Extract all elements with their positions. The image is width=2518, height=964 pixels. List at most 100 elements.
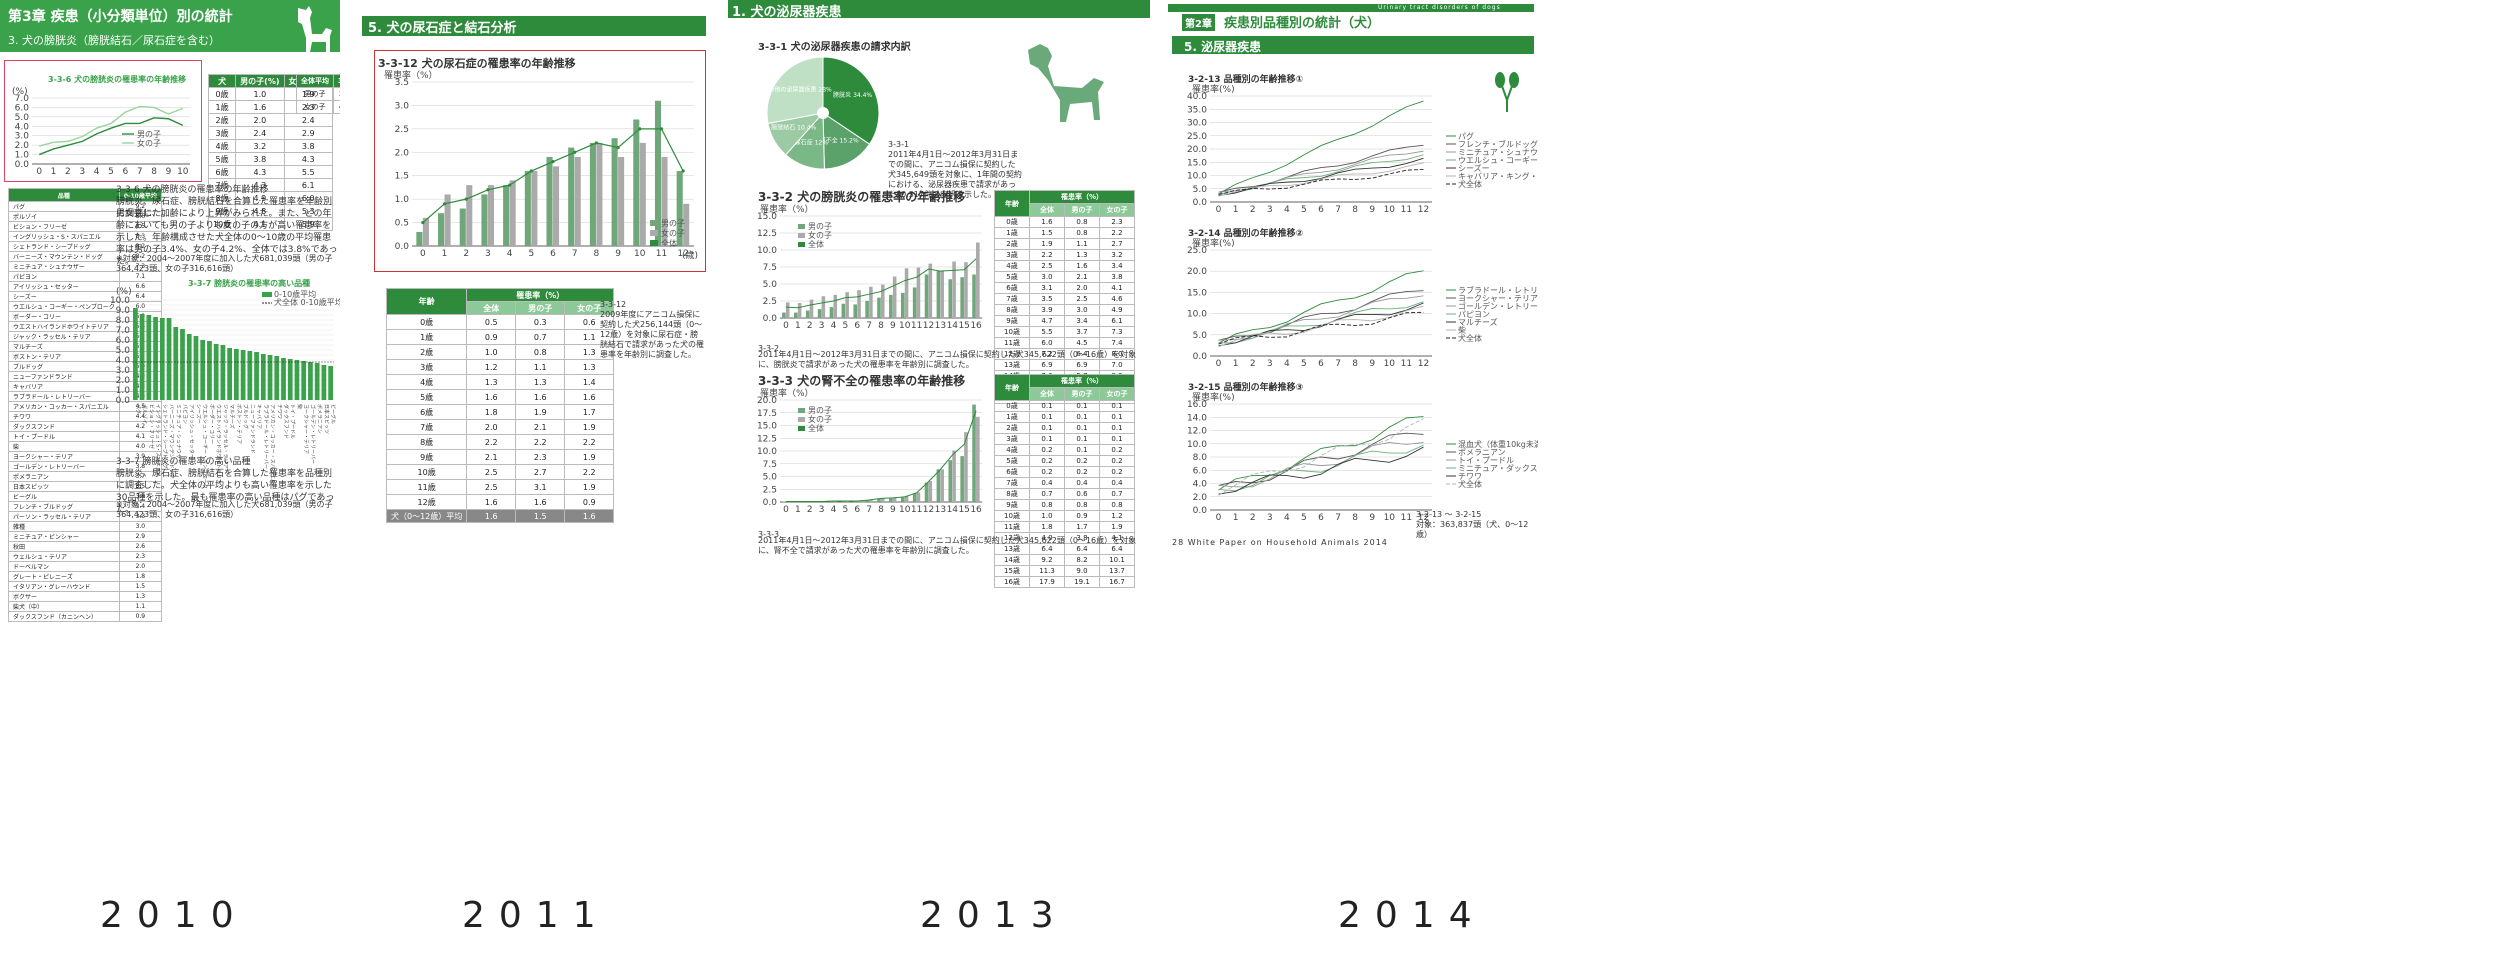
table-cell: 5歳 <box>385 389 468 405</box>
table-cell: 5.9 <box>283 217 333 231</box>
bar-male <box>817 309 822 318</box>
table-header: 0-10歳平均 <box>118 188 162 202</box>
x-tick-label: 0 <box>1216 205 1222 215</box>
legend-label: ミニチュア・ダックスフンド <box>1458 463 1538 473</box>
bar <box>287 359 293 400</box>
top-band <box>1168 4 1534 12</box>
table-header: 女の子 <box>564 301 615 315</box>
table-cell: 1.7 <box>564 404 615 420</box>
table-row: 6歳 0.2 0.2 0.2 <box>994 466 1135 478</box>
table-row: 7歳 2.0 2.1 1.9 <box>385 419 615 435</box>
bar-female <box>845 500 849 502</box>
table-cell: 2.0 <box>1064 282 1100 294</box>
table-cell: 1.3 <box>515 374 566 390</box>
x-tick-label: 9 <box>615 249 621 259</box>
table-row: 7歳 0.4 0.4 0.4 <box>994 477 1135 489</box>
table-cell: トイ・プードル <box>8 431 120 442</box>
table-cell: ビーグル <box>8 491 120 502</box>
x-tick-label: 11 <box>911 505 922 515</box>
x-tick-label: チワワ <box>276 404 282 419</box>
table-row: 2歳 1.0 0.8 1.3 <box>385 344 615 360</box>
table-cell: 14歳 <box>994 554 1030 566</box>
x-tick-label: 9 <box>1369 359 1375 369</box>
series-line <box>1218 162 1424 197</box>
bar-male <box>960 456 964 502</box>
fig3-title: 3-3-3 犬の腎不全の罹患率の年齢推移 <box>758 374 966 388</box>
y-tick-label: 2.5 <box>763 297 777 307</box>
y-unit-label: 罹患率(%) <box>1192 391 1235 403</box>
x-tick-label: 9 <box>890 505 896 515</box>
x-tick-label: アメリカン・コッカー・スパニエル <box>269 404 275 484</box>
legend-label: 女の子 <box>808 230 832 240</box>
bar <box>133 308 138 400</box>
section-header <box>728 0 1150 18</box>
bar-female <box>964 262 968 318</box>
legend-label: フレンチ・ブルドッグ <box>1458 139 1538 149</box>
bar-female <box>574 156 581 246</box>
bar <box>166 318 172 400</box>
x-unit-label: (歳) <box>682 249 698 261</box>
x-tick-label: 10 <box>899 505 911 515</box>
breakdown-pie-chart: 膀胱炎 34.4% 腎不全 15.2%尿石症 12% 膀胱結石 10.4% その他の泌… <box>762 56 880 170</box>
x-tick-label: 2 <box>1250 205 1256 215</box>
bar <box>153 317 158 400</box>
bar <box>186 334 192 400</box>
table-row: 3歳 2.4 2.9 <box>207 126 333 140</box>
x-tick-label: バーニーズ・マウンテン・ドッグ <box>168 404 175 479</box>
total-line <box>785 258 977 309</box>
bar-female <box>904 268 909 318</box>
table-cell: 16.7 <box>1099 576 1135 588</box>
y-unit-label: 罹患率（%） <box>760 387 814 399</box>
table-row: 8歳 2.2 2.2 2.2 <box>385 434 615 450</box>
table-cell: 1.4 <box>564 374 615 390</box>
table-header: 年齢 <box>994 374 1030 401</box>
bar-male <box>853 500 857 502</box>
table-cell: 3歳 <box>994 249 1030 261</box>
y-tick-label: 1.0 <box>15 151 30 161</box>
fig2-title: 3-3-7 膀胱炎の罹患率の高い品種 <box>188 279 311 288</box>
note-text: 対象：363,837頭（犬、0～12歳） <box>1416 520 1529 539</box>
table-cell: 0.4 <box>1064 477 1100 489</box>
table-cell: 0.1 <box>1064 444 1100 456</box>
table-cell: 0.4 <box>1029 477 1065 489</box>
bar-male <box>972 404 976 502</box>
y-tick-label: 15.0 <box>757 422 777 432</box>
table-cell: 1.6 <box>564 389 615 405</box>
x-tick-label: 8 <box>1352 205 1358 215</box>
series-line <box>1218 311 1424 345</box>
table-header: 年齢 <box>994 190 1030 217</box>
table-cell: 日本スピッツ <box>8 481 120 492</box>
y-tick-label: 10.0 <box>1187 172 1207 182</box>
table-row: 6歳 4.3 5.5 <box>207 165 333 179</box>
table-row: 男の子3.4% <box>296 87 340 101</box>
bar <box>207 341 212 400</box>
table-cell: 0.2 <box>1029 466 1065 478</box>
table-cell: 3.8 <box>235 152 285 166</box>
bar <box>254 352 259 400</box>
x-tick-label: 2 <box>807 505 813 515</box>
legend-label: マルチーズ <box>1458 317 1498 327</box>
legend-label: 犬全体 <box>1458 479 1482 489</box>
panel-2013: 1. 犬の泌尿器疾患 3-3-1 犬の泌尿器疾患の請求内訳 膀胱炎 34.4% 腎… <box>728 0 1152 900</box>
table-cell: 1.9 <box>1029 238 1065 250</box>
y-tick-label: 0.0 <box>116 396 131 406</box>
y-tick-label: 10.0 <box>757 447 777 457</box>
legend-label: ゴールデン・レトリーバー <box>1458 301 1538 311</box>
bar-female <box>904 495 909 502</box>
x-tick-label: 1 <box>1233 205 1239 215</box>
bar-female <box>487 185 494 246</box>
y-tick-label: 0.0 <box>763 314 778 324</box>
bar-female <box>661 156 668 246</box>
x-tick-label: 4 <box>1284 513 1290 523</box>
table-row: 4歳 1.3 1.3 1.4 <box>385 374 615 390</box>
x-tick-label: キャバリア <box>256 404 262 429</box>
table-cell: 1.9 <box>515 404 566 420</box>
bar-male <box>611 138 618 246</box>
bar-male <box>960 277 964 318</box>
table-row: 11歳 2.5 3.1 1.9 <box>385 479 615 495</box>
x-tick-label: 16 <box>970 321 982 331</box>
table-cell: 1.5 <box>515 509 566 523</box>
table-cell: 0.7 <box>1029 488 1065 500</box>
table-cell: 1.6 <box>1064 260 1100 272</box>
age-bar-line-chart: 0.00.51.01.52.02.53.03.50 1 2 3 4 5 6 7 8 9 10 11 12… <box>384 69 698 261</box>
